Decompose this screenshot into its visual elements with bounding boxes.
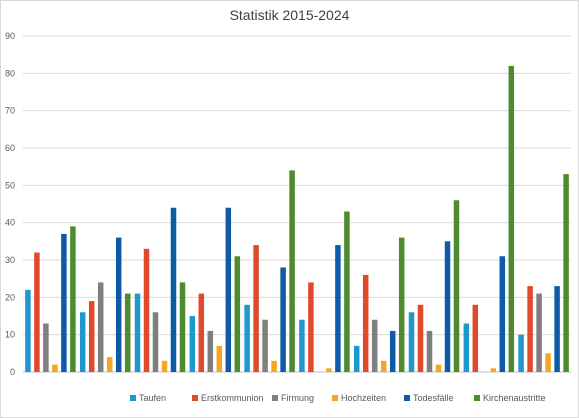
bar-kirchenaustritte <box>70 226 76 372</box>
legend-swatch <box>130 395 136 401</box>
bar-kirchenaustritte <box>289 170 295 372</box>
bar-hochzeiten <box>545 353 551 372</box>
y-tick-label: 0 <box>10 367 15 377</box>
legend-label: Todesfälle <box>413 393 454 403</box>
bar-todesflle <box>61 233 67 372</box>
bar-erstkommunion <box>34 252 40 372</box>
bar-kirchenaustritte <box>563 174 569 372</box>
bar-todesflle <box>389 330 396 372</box>
bar-erstkommunion <box>198 293 205 372</box>
bar-todesflle <box>170 207 177 372</box>
bar-firmung <box>262 319 268 372</box>
bar-taufen <box>408 312 415 372</box>
y-tick-label: 30 <box>5 255 15 265</box>
bar-hochzeiten <box>326 368 332 372</box>
bar-firmung <box>97 282 104 372</box>
bar-taufen <box>353 345 360 372</box>
bar-kirchenaustritte <box>398 237 405 372</box>
legend-swatch <box>474 395 480 401</box>
legend-label: Kirchenaustritte <box>483 393 546 403</box>
bar-hochzeiten <box>271 360 277 372</box>
bar-firmung <box>207 330 214 372</box>
y-tick-label: 50 <box>5 180 15 190</box>
legend-swatch <box>192 395 198 401</box>
bar-erstkommunion <box>253 245 259 372</box>
bar-hochzeiten <box>106 357 113 372</box>
bar-kirchenaustritte <box>344 211 350 372</box>
bar-kirchenaustritte <box>124 293 131 372</box>
bar-erstkommunion <box>472 304 479 372</box>
legend-label: Firmung <box>281 393 314 403</box>
legend-label: Taufen <box>139 393 166 403</box>
chart-title: Statistik 2015-2024 <box>229 7 350 23</box>
bar-todesflle <box>115 237 122 372</box>
bar-taufen <box>518 334 524 372</box>
bar-taufen <box>25 289 31 372</box>
bar-erstkommunion <box>362 274 369 372</box>
bar-erstkommunion <box>308 282 314 372</box>
bar-todesflle <box>335 245 341 372</box>
bar-todesflle <box>499 256 506 372</box>
legend-swatch <box>332 395 338 401</box>
legend-label: Hochzeiten <box>341 393 386 403</box>
y-tick-label: 60 <box>5 143 15 153</box>
bar-hochzeiten <box>52 364 58 372</box>
bar-firmung <box>536 293 542 372</box>
bar-hochzeiten <box>435 364 442 372</box>
bar-kirchenaustritte <box>234 256 241 372</box>
bar-kirchenaustritte <box>508 65 515 372</box>
y-tick-label: 80 <box>5 68 15 78</box>
bar-erstkommunion <box>417 304 424 372</box>
bar-todesflle <box>444 241 451 372</box>
legend-swatch <box>272 395 278 401</box>
y-tick-label: 40 <box>5 218 15 228</box>
bar-taufen <box>134 293 141 372</box>
bar-hochzeiten <box>380 360 387 372</box>
bar-taufen <box>244 304 250 372</box>
bar-firmung <box>43 323 49 372</box>
bar-erstkommunion <box>143 248 150 372</box>
legend-swatch <box>404 395 410 401</box>
bar-todesflle <box>554 286 560 372</box>
bar-hochzeiten <box>161 360 168 372</box>
bar-erstkommunion <box>527 286 533 372</box>
bar-hochzeiten <box>216 345 223 372</box>
bar-todesflle <box>280 267 286 372</box>
bar-firmung <box>426 330 433 372</box>
bar-hochzeiten <box>490 368 497 372</box>
bar-firmung <box>371 319 378 372</box>
bar-firmung <box>152 312 159 372</box>
bar-kirchenaustritte <box>453 200 460 372</box>
bar-taufen <box>189 316 196 372</box>
bar-todesflle <box>225 207 232 372</box>
y-tick-label: 10 <box>5 330 15 340</box>
legend-label: Erstkommunion <box>201 393 264 403</box>
y-tick-label: 20 <box>5 292 15 302</box>
bar-taufen <box>463 323 470 372</box>
y-tick-label: 90 <box>5 31 15 41</box>
bar-kirchenaustritte <box>179 282 186 372</box>
bar-taufen <box>79 312 86 372</box>
y-tick-label: 70 <box>5 106 15 116</box>
bar-erstkommunion <box>88 301 95 372</box>
bar-taufen <box>299 319 305 372</box>
